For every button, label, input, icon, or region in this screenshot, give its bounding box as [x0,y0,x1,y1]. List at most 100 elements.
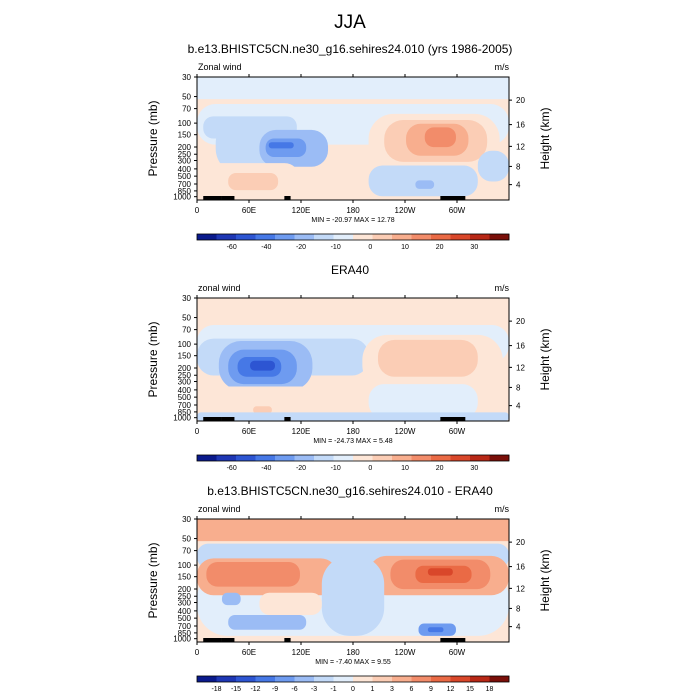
colorbar-label: 15 [466,686,474,693]
colorbar-swatch [353,455,373,461]
contour-fill-10 [221,592,241,606]
stratosphere-band [197,77,509,100]
colorbar-label: -3 [311,686,317,693]
y-tick-label: 500 [178,614,192,623]
colorbar-swatch [489,676,510,682]
contour-fill-6 [250,360,275,371]
y2-tick-label: 12 [516,142,525,151]
colorbar-swatch [372,676,393,682]
colorbar-swatch [470,455,490,461]
colorbar-label: 12 [447,686,455,693]
contour-fill-10 [424,127,456,148]
colorbar-swatch [489,234,510,240]
colorbar-label: -6 [291,686,297,693]
min-max-stats: MIN = -24.73 MAX = 5.48 [313,438,392,445]
colorbar-swatch [216,455,237,461]
panel-2: zonal wind m/s305070100150200250300400500… [146,283,552,472]
colorbar-frame [196,675,510,683]
topography-bar [440,196,466,200]
y-tick-label: 150 [178,131,192,140]
colorbar-label: 30 [470,244,478,251]
panel-3: zonal wind m/s305070100150200250300400500… [146,504,552,693]
colorbar-label: 6 [410,686,414,693]
left-label: zonal wind [198,504,241,514]
colorbar-swatch [372,455,393,461]
colorbar-swatch [294,455,315,461]
y2-tick-label: 4 [516,181,521,190]
panel-1: Zonal wind m/s305070100150200250300400500… [146,62,552,251]
colorbar-swatch [431,455,451,461]
colorbar-label: -10 [331,244,341,251]
y-tick-label: 100 [178,561,192,570]
stratosphere-band [197,298,509,321]
colorbar-label: 18 [486,686,494,693]
contour-fill-11 [368,384,478,419]
y-tick-label: 250 [178,592,192,601]
colorbar-swatch [236,234,256,240]
y-tick-label: 200 [178,585,192,594]
colorbar-label: 0 [351,686,355,693]
y-tick-label: 200 [178,364,192,373]
colorbar-swatch [333,234,354,240]
y-tick-label: 50 [182,535,191,544]
colorbar-swatch [411,455,432,461]
colorbar-swatch [314,455,334,461]
y-tick-label: 250 [178,150,192,159]
x-tick-label: 120E [292,427,311,436]
y2-tick-label: 20 [516,96,525,105]
y-tick-label: 200 [178,143,192,152]
colorbar-label: 10 [401,244,409,251]
y-tick-label: 1000 [173,193,191,202]
y-tick-label: 30 [182,73,191,82]
colorbar-swatch [216,234,237,240]
colorbar-swatch [275,676,295,682]
x-tick-label: 60E [242,427,256,436]
x-tick-label: 120W [395,206,416,215]
colorbar-label: -9 [272,686,278,693]
contour-fill-8 [377,339,478,377]
colorbar-swatch [255,676,276,682]
page-title: JJA [334,12,366,33]
y-tick-label: 400 [178,165,192,174]
contour-fill-9 [212,386,322,418]
contour-fill-13 [427,627,444,633]
contour-fill-12 [228,172,279,191]
y2-axis-label: Height (km) [538,107,552,169]
topography-bar [440,417,466,421]
topography-bar [203,417,222,421]
colorbar-label: -40 [261,244,271,251]
contour-fill-14 [415,180,435,189]
y2-tick-label: 20 [516,538,525,547]
colorbar-frame [196,233,510,241]
y-axis-label: Pressure (mb) [146,542,160,618]
y-tick-label: 50 [182,314,191,323]
colorbar: -18 -15 -12 -9 -6 -3 -1 0 1 3 6 9 12 15 18 [196,675,510,693]
colorbar-label: 0 [368,465,372,472]
y2-tick-label: 8 [516,383,521,392]
colorbar-swatch [392,676,412,682]
colorbar-swatch [197,676,217,682]
colorbar-label: 1 [371,686,375,693]
colorbar-swatch [333,455,354,461]
contour-fill-14 [259,592,322,615]
y2-tick-label: 16 [516,121,525,130]
x-tick-label: 60W [449,206,466,215]
colorbar-swatch [450,234,471,240]
y2-tick-label: 4 [516,402,521,411]
y2-axis-label: Height (km) [538,549,552,611]
topography-bar [221,196,235,200]
x-tick-label: 0 [195,427,200,436]
colorbar-swatch [411,676,432,682]
x-tick-label: 180 [346,206,360,215]
colorbar-swatch [411,234,432,240]
y-tick-label: 150 [178,352,192,361]
right-label: m/s [495,504,510,514]
colorbar-label: -60 [227,465,237,472]
colorbar-swatch [255,455,276,461]
colorbar-swatch [353,234,373,240]
colorbar: -60 -40 -20 -10 0 10 20 30 [196,454,510,472]
x-tick-label: 0 [195,648,200,657]
colorbar-swatch [392,234,412,240]
colorbar-swatch [294,676,315,682]
